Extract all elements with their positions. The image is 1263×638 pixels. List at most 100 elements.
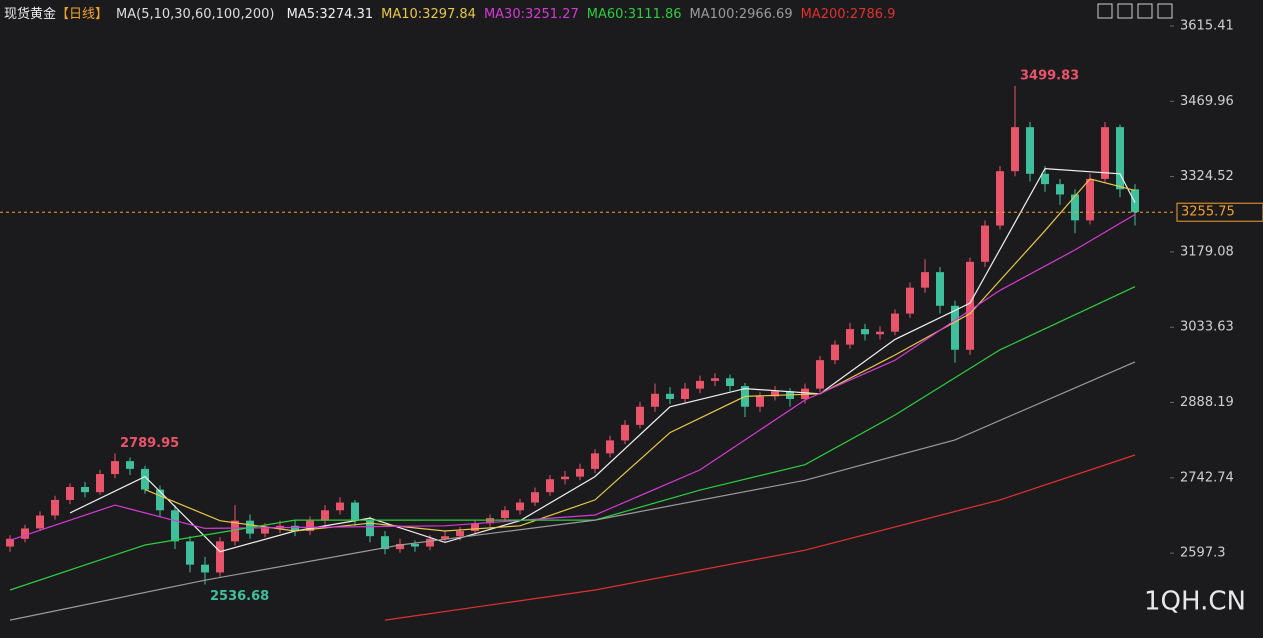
candle-body bbox=[891, 313, 899, 332]
period: 【日线】 bbox=[56, 7, 109, 22]
candle-body bbox=[1026, 127, 1034, 174]
candle-body bbox=[111, 461, 119, 475]
y-tick-label: 3179.08 bbox=[1180, 244, 1234, 259]
legend-entry: MA100:2966.69 bbox=[689, 7, 793, 22]
candle-body bbox=[141, 468, 149, 490]
toolbar-icons[interactable] bbox=[1097, 3, 1173, 19]
candle-body bbox=[666, 393, 674, 399]
candle-body bbox=[846, 329, 854, 345]
candle-body bbox=[996, 171, 1004, 226]
last-price-box bbox=[1176, 202, 1263, 222]
candle-body bbox=[816, 360, 824, 389]
candle-body bbox=[186, 541, 194, 565]
ma-line bbox=[384, 454, 1136, 621]
extreme-label: 3499.83 bbox=[1020, 68, 1079, 83]
candle-body bbox=[1041, 173, 1049, 185]
candle-body bbox=[771, 391, 779, 397]
candle-body bbox=[156, 489, 164, 511]
title: 现货黄金 bbox=[4, 7, 57, 22]
legend-entry: MA10:3297.84 bbox=[381, 7, 476, 22]
candle-body bbox=[366, 520, 374, 537]
candle-body bbox=[756, 396, 764, 407]
legend-entry: MA30:3251.27 bbox=[483, 7, 579, 22]
y-tick-label: 3615.41 bbox=[1180, 19, 1234, 34]
candle-body bbox=[966, 261, 974, 350]
candle-body bbox=[711, 378, 719, 381]
candle-body bbox=[561, 476, 569, 480]
candle-body bbox=[6, 538, 14, 547]
candle-body bbox=[66, 487, 74, 500]
candle-body bbox=[51, 499, 59, 516]
candle-body bbox=[876, 331, 884, 335]
y-tick-label: 2888.19 bbox=[1180, 395, 1234, 410]
candle-body bbox=[921, 272, 929, 288]
candle-body bbox=[336, 502, 344, 511]
candle-body bbox=[696, 380, 704, 389]
ma-line bbox=[9, 286, 1136, 591]
last-price-label: 3255.75 bbox=[1181, 205, 1235, 220]
y-tick-label: 3469.96 bbox=[1180, 94, 1234, 109]
candle-body bbox=[426, 538, 434, 547]
candle-body bbox=[261, 528, 269, 534]
candle-body bbox=[1116, 127, 1124, 190]
candle-body bbox=[1131, 189, 1139, 213]
candle-body bbox=[951, 305, 959, 350]
candle-body bbox=[126, 461, 134, 469]
candle-body bbox=[291, 525, 299, 532]
candle-body bbox=[1071, 194, 1079, 221]
candle-body bbox=[456, 531, 464, 537]
candle-body bbox=[441, 536, 449, 539]
candle-body bbox=[21, 528, 29, 539]
candle-body bbox=[531, 492, 539, 503]
candle-body bbox=[216, 541, 224, 573]
ma-params: MA(5,10,30,60,100,200) bbox=[116, 7, 275, 22]
y-tick-label: 3324.52 bbox=[1180, 169, 1234, 184]
candle-body bbox=[981, 225, 989, 262]
ma-line bbox=[69, 167, 1136, 553]
candle-body bbox=[636, 406, 644, 425]
candle-body bbox=[861, 329, 869, 335]
candle-body bbox=[546, 479, 554, 493]
candle-body bbox=[171, 510, 179, 542]
candle-body bbox=[96, 474, 104, 493]
y-tick-label: 2742.74 bbox=[1180, 470, 1234, 485]
candle-body bbox=[501, 510, 509, 519]
candle-body bbox=[321, 510, 329, 521]
ma-line bbox=[9, 213, 1136, 541]
candle-body bbox=[621, 424, 629, 441]
candle-body bbox=[516, 502, 524, 511]
candle-body bbox=[651, 393, 659, 407]
candle-body bbox=[831, 344, 839, 361]
candle-body bbox=[591, 453, 599, 469]
candle-body bbox=[381, 536, 389, 550]
candle-body bbox=[726, 378, 734, 387]
candle-body bbox=[411, 543, 419, 547]
candle-body bbox=[576, 468, 584, 477]
candle-body bbox=[936, 272, 944, 306]
candle-body bbox=[396, 543, 404, 550]
legend-entry: MA60:3111.86 bbox=[586, 7, 682, 22]
candle-body bbox=[81, 487, 89, 493]
candle-body bbox=[231, 520, 239, 542]
legend-entry: MA200:2786.9 bbox=[800, 7, 896, 22]
legend-entry: MA5:3274.31 bbox=[286, 7, 374, 22]
candle-body bbox=[1086, 178, 1094, 221]
y-tick-label: 3033.63 bbox=[1180, 320, 1234, 335]
candle-body bbox=[306, 520, 314, 532]
candle-body bbox=[1011, 127, 1019, 172]
candle-body bbox=[906, 287, 914, 314]
watermark: 1QH.CN bbox=[1144, 587, 1246, 617]
extreme-label: 2789.95 bbox=[120, 436, 179, 451]
extreme-label: 2536.68 bbox=[210, 589, 269, 604]
candle-body bbox=[471, 523, 479, 532]
candle-body bbox=[1056, 184, 1064, 195]
candle-body bbox=[1101, 127, 1109, 179]
candle-body bbox=[606, 440, 614, 454]
candle-body bbox=[36, 515, 44, 529]
candle-body bbox=[201, 564, 209, 573]
y-tick-label: 2597.3 bbox=[1180, 546, 1226, 561]
ma-line bbox=[144, 178, 1136, 532]
candle-body bbox=[681, 388, 689, 399]
